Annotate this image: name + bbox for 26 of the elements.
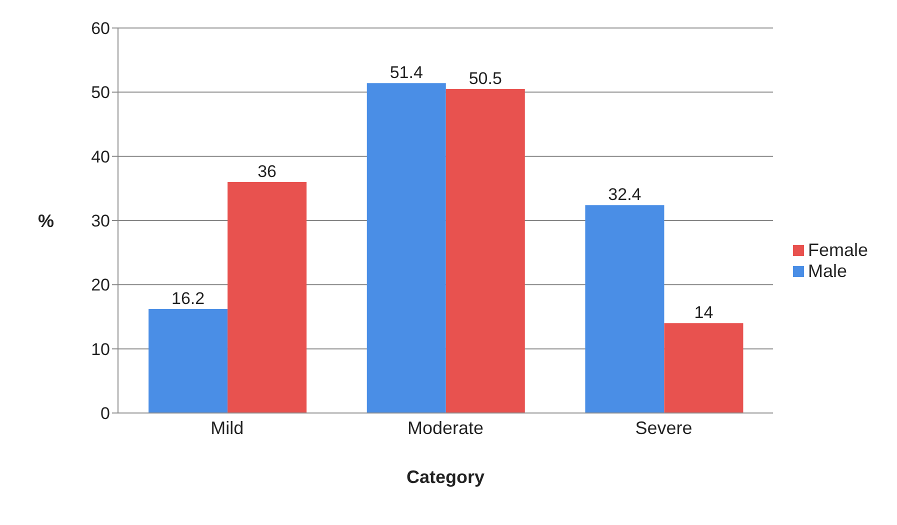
bar [228,182,307,413]
y-tick-label: 10 [91,340,110,359]
x-tick-label: Mild [210,418,244,438]
bar [585,205,664,413]
y-tick-label: 20 [91,276,110,295]
y-axis-title: % [38,210,54,231]
y-tick-label: 60 [91,19,110,38]
x-axis-title: Category [406,467,484,487]
y-tick-label: 40 [91,147,110,166]
bar [148,309,228,413]
data-label: 36 [258,162,277,181]
legend-label: Female [808,240,868,260]
bar [366,83,446,413]
data-label: 32.4 [608,185,642,204]
x-tick-label: Severe [635,418,692,438]
data-label: 51.4 [390,63,423,82]
y-tick-label: 0 [100,404,110,424]
bar [446,88,525,413]
data-label: 16.2 [172,289,205,308]
x-tick-label: Moderate [407,418,484,438]
legend-label: Male [808,260,847,280]
y-tick-label: 50 [91,83,110,102]
bar [664,323,744,413]
data-label: 50.5 [468,68,502,88]
data-label: 14 [694,303,714,322]
y-tick-label: 30 [91,212,110,231]
